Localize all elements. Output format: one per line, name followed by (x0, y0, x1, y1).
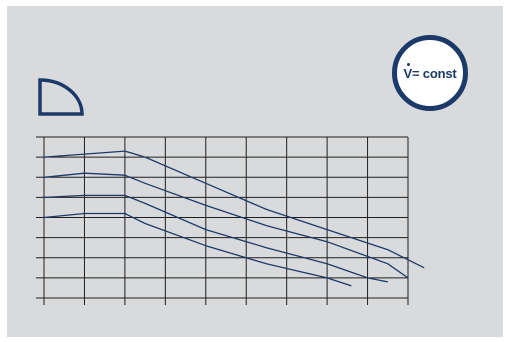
chart-curves (43, 150, 425, 287)
constant-flow-badge: V= const (392, 35, 468, 111)
quarter-circle-curve-icon (38, 78, 84, 116)
pump-curve-4 (43, 212, 352, 287)
flow-symbol-v: V (403, 62, 412, 81)
constant-flow-label: V= const (403, 62, 457, 81)
pump-curve-1 (43, 150, 425, 269)
pump-curve-2 (43, 172, 409, 279)
pump-curve-3 (43, 194, 388, 283)
constant-flow-text: = const (412, 65, 457, 81)
chart-grid (36, 136, 409, 305)
